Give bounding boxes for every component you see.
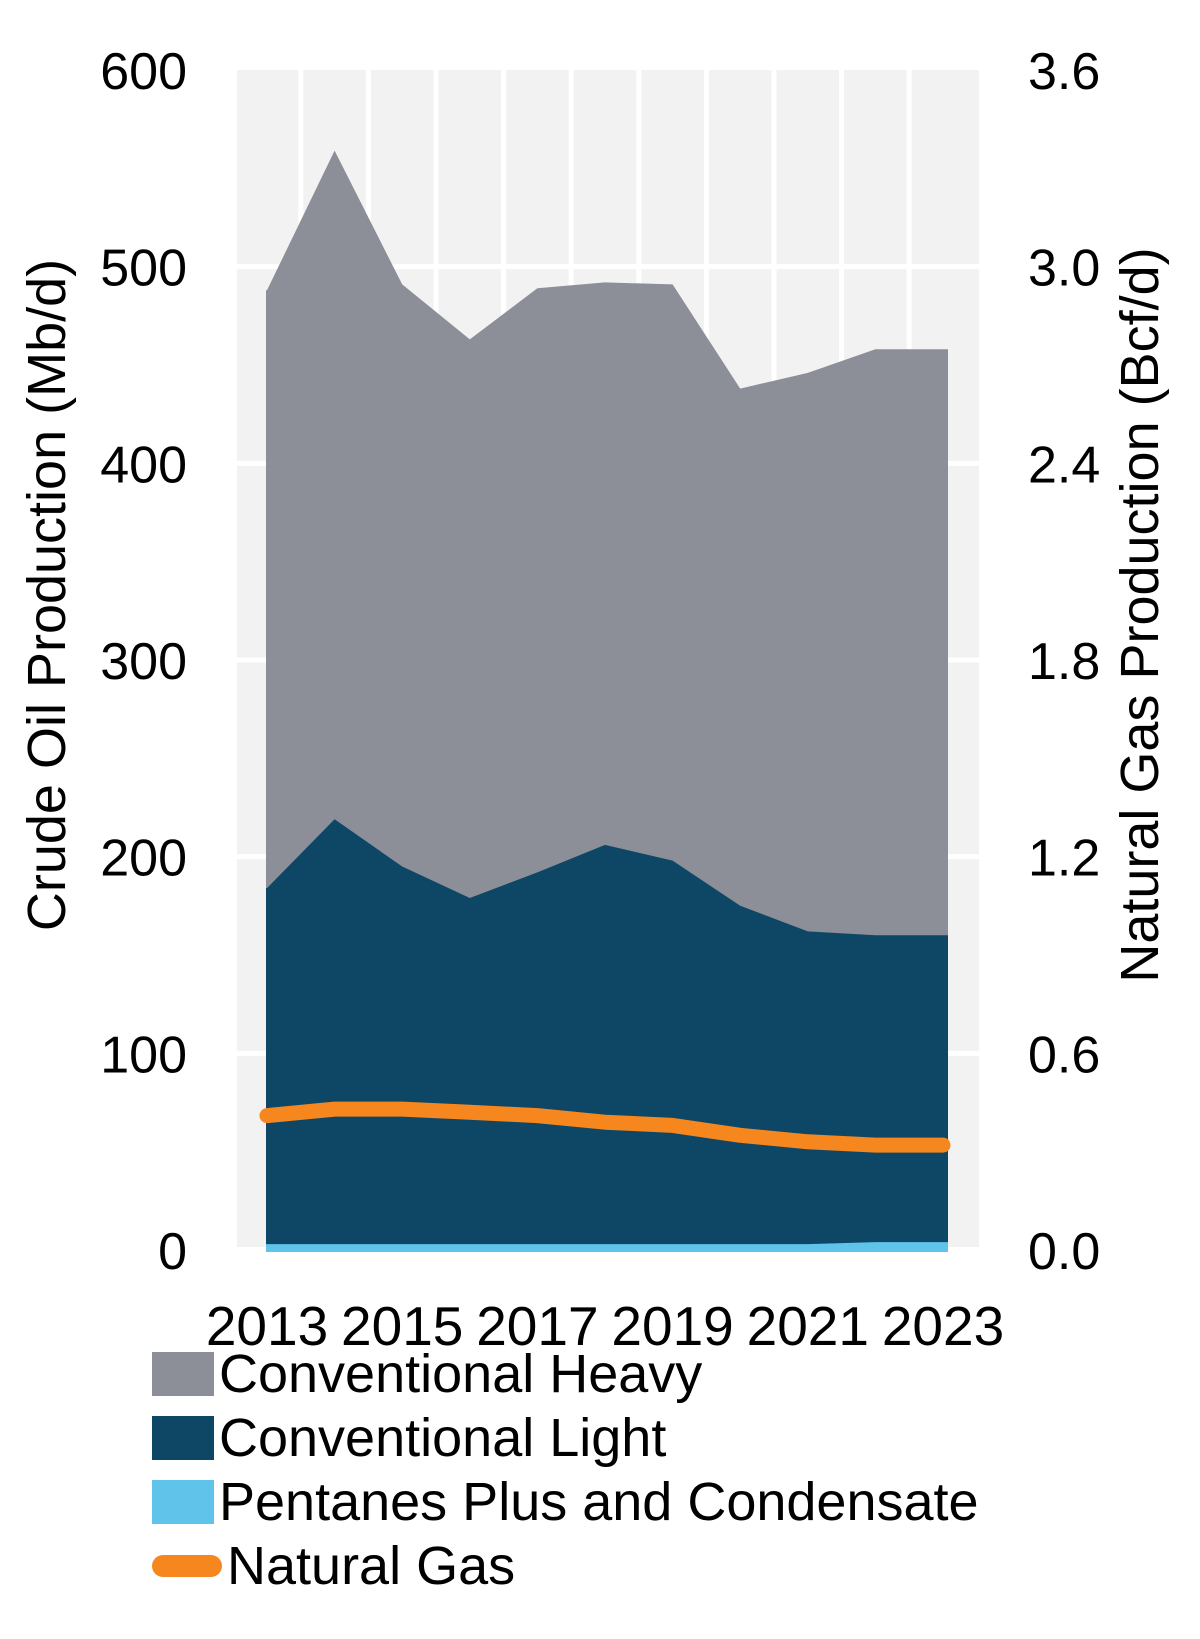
legend-label: Conventional Heavy [219, 1344, 703, 1404]
left-axis-tick-label: 300 [100, 633, 187, 691]
legend-label: Conventional Light [219, 1408, 667, 1468]
right-axis-tick-label: 3.0 [1028, 240, 1100, 298]
legend-item-pentanes-plus-and-condensate: Pentanes Plus and Condensate [152, 1470, 979, 1534]
x-axis-tick-label: 2013 [206, 1295, 328, 1357]
right-axis-tick-label: 1.8 [1028, 633, 1100, 691]
area-pentanes-plus-and-condensate [266, 1242, 948, 1252]
legend-item-conventional-light: Conventional Light [152, 1406, 979, 1470]
left-axis-title: Crude Oil Production (Mb/d) [17, 258, 77, 932]
right-axis-tick-label: 2.4 [1028, 436, 1100, 494]
legend-item-conventional-heavy: Conventional Heavy [152, 1342, 979, 1406]
left-axis-tick-label: 400 [100, 436, 187, 494]
x-axis-tick-label: 2017 [476, 1295, 598, 1357]
left-axis-tick-label: 600 [100, 43, 187, 101]
left-axis-tick-label: 200 [100, 830, 187, 888]
right-axis-tick-label: 3.6 [1028, 43, 1100, 101]
x-axis-tick-label: 2023 [882, 1295, 1004, 1357]
right-axis-tick-label: 0.0 [1028, 1223, 1100, 1281]
right-axis-title: Natural Gas Production (Bcf/d) [1110, 247, 1170, 983]
legend-swatch-natural-gas [152, 1555, 222, 1577]
x-axis-tick-label: 2019 [611, 1295, 733, 1357]
right-axis-tick-label: 1.2 [1028, 830, 1100, 888]
legend-label: Natural Gas [227, 1536, 516, 1596]
legend-item-natural-gas: Natural Gas [152, 1534, 979, 1598]
x-axis-tick-label: 2015 [341, 1295, 463, 1357]
legend-label: Pentanes Plus and Condensate [219, 1472, 979, 1532]
x-axis-tick-label: 2021 [747, 1295, 869, 1357]
legend: Conventional Heavy Conventional Light Pe… [152, 1342, 979, 1598]
natural-gas-line [259, 1101, 951, 1153]
legend-swatch-conventional-light [152, 1416, 214, 1460]
right-axis-tick-label: 0.6 [1028, 1026, 1100, 1084]
left-axis-tick-label: 0 [158, 1223, 187, 1281]
left-axis-tick-label: 500 [100, 240, 187, 298]
left-axis-tick-label: 100 [100, 1026, 187, 1084]
legend-swatch-pentanes [152, 1480, 214, 1524]
legend-swatch-conventional-heavy [152, 1352, 214, 1396]
